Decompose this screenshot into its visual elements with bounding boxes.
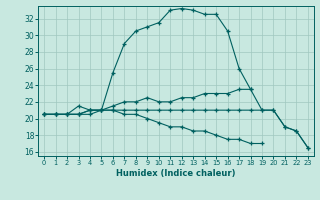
X-axis label: Humidex (Indice chaleur): Humidex (Indice chaleur) bbox=[116, 169, 236, 178]
